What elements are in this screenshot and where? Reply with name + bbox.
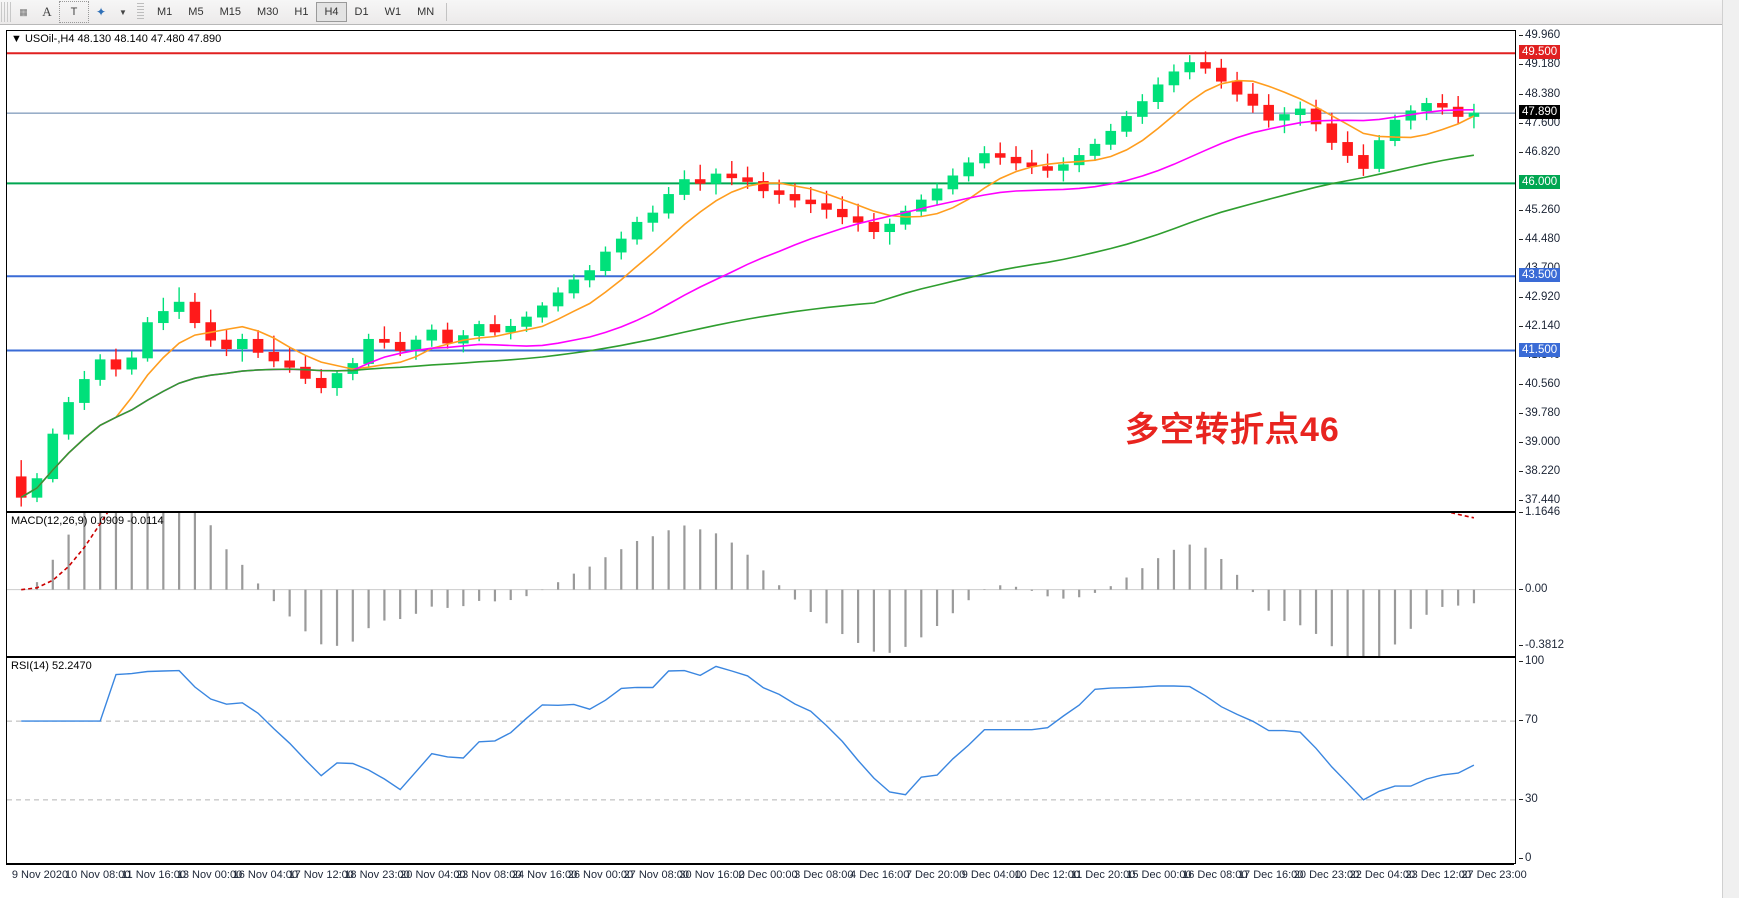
macd-pane[interactable]: MACD(12,26,9) 0.0909 -0.0114 xyxy=(6,512,1516,657)
price-tick: 40.560 xyxy=(1518,378,1561,391)
price-tag-resistance[interactable]: 49.500 xyxy=(1519,45,1561,60)
macd-label: MACD(12,26,9) 0.0909 -0.0114 xyxy=(11,515,164,527)
macd-tick: -0.3812 xyxy=(1518,639,1565,652)
price-tick: 47.600 xyxy=(1518,116,1561,129)
timeframe-m30[interactable]: M30 xyxy=(256,6,279,18)
timeframe-h1[interactable]: H1 xyxy=(294,6,309,18)
time-tick: 30 Nov 16:00 xyxy=(679,869,745,881)
price-tag-support[interactable]: 41.500 xyxy=(1519,342,1561,357)
rsi-axis: 100 70 30 0 xyxy=(1516,655,1576,864)
time-tick: 10 Dec 12:00 xyxy=(1014,869,1080,881)
timeframe-m5[interactable]: M5 xyxy=(188,6,204,18)
price-tick: 42.920 xyxy=(1518,290,1561,303)
time-tick: 7 Dec 20:00 xyxy=(905,869,966,881)
price-tag-support[interactable]: 43.500 xyxy=(1519,268,1561,283)
time-tick: 23 Nov 08:00 xyxy=(456,869,522,881)
symbol-info-label: ▼ USOil-,H4 48.130 48.140 47.480 47.890 xyxy=(11,33,221,45)
chevron-down-icon[interactable]: ▼ xyxy=(119,7,127,17)
price-tick: 42.140 xyxy=(1518,319,1561,332)
time-tick: 9 Dec 04:00 xyxy=(961,869,1022,881)
macd-canvas xyxy=(7,513,1515,656)
time-tick: 24 Nov 16:00 xyxy=(511,869,578,881)
price-tick: 44.480 xyxy=(1518,232,1561,245)
rsi-tick: 30 xyxy=(1519,792,1538,805)
time-tick: 16 Nov 04:00 xyxy=(232,869,299,881)
right-scroll-column[interactable] xyxy=(1722,0,1739,898)
time-axis[interactable]: 9 Nov 2020 10 Nov 08:00 11 Nov 16:00 13 Nov… xyxy=(6,864,1527,887)
macd-tick: 0.00 xyxy=(1518,582,1548,595)
time-tick: 10 Nov 08:00 xyxy=(65,869,131,881)
time-tick: 27 Dec 23:00 xyxy=(1461,869,1527,881)
timeframe-d1[interactable]: D1 xyxy=(354,6,369,18)
price-tag-pivot[interactable]: 46.000 xyxy=(1519,175,1561,190)
collapse-triangle-icon[interactable]: ▼ xyxy=(11,33,22,45)
time-tick: 23 Dec 12:00 xyxy=(1405,869,1471,881)
time-tick: 17 Dec 16:00 xyxy=(1237,869,1304,881)
toolbar-drag-handle-2[interactable] xyxy=(137,3,144,21)
time-tick: 15 Dec 00:00 xyxy=(1126,869,1192,881)
symbol-info-text: USOil-,H4 48.130 48.140 47.480 47.890 xyxy=(24,33,222,45)
time-tick: 18 Nov 23:00 xyxy=(344,869,410,881)
rsi-tick: 70 xyxy=(1519,714,1538,727)
time-tick: 2 Dec 00:00 xyxy=(738,869,798,881)
price-tick: 39.000 xyxy=(1518,436,1561,449)
time-tick: 11 Nov 16:00 xyxy=(121,869,186,881)
chart-annotation-text: 多空转折点46 xyxy=(1125,411,1340,449)
price-tick: 49.960 xyxy=(1518,29,1561,42)
time-tick: 13 Nov 00:00 xyxy=(176,869,243,881)
timeframe-m15[interactable]: M15 xyxy=(219,6,241,18)
crosshair-f-icon[interactable]: ▦ xyxy=(19,6,28,17)
time-tick: 9 Nov 2020 xyxy=(11,869,69,881)
toolbar-drag-handle[interactable] xyxy=(1,2,11,22)
time-tick: 27 Nov 08:00 xyxy=(623,869,689,881)
price-axis[interactable]: 49.960 49.180 48.380 47.600 46.820 45.260 44.4… xyxy=(1516,29,1576,510)
time-tick: 26 Nov 00:00 xyxy=(567,869,634,881)
timeframe-group: M1 M5 M15 M30 H1 H4 D1 W1 MN xyxy=(149,2,451,22)
axis-divider xyxy=(1515,30,1516,862)
time-tick: 11 Dec 20:00 xyxy=(1070,869,1136,881)
price-tick: 37.440 xyxy=(1518,494,1561,507)
time-tick: 4 Dec 16:00 xyxy=(850,869,910,881)
timeframe-mn[interactable]: MN xyxy=(417,6,435,18)
price-tick: 38.220 xyxy=(1518,465,1561,478)
timeframe-w1[interactable]: W1 xyxy=(384,6,402,18)
timeframe-h4[interactable]: H4 xyxy=(316,2,347,22)
time-tick: 22 Dec 04:00 xyxy=(1349,869,1416,881)
toolbar-separator xyxy=(446,3,448,21)
time-tick: 20 Nov 04:00 xyxy=(400,869,466,881)
price-chart-canvas xyxy=(7,51,1515,507)
objects-icon[interactable]: ✦ xyxy=(95,5,107,19)
price-tag-last-price[interactable]: 47.890 xyxy=(1519,105,1561,120)
time-tick: 3 Dec 08:00 xyxy=(794,869,854,881)
price-tick: 46.820 xyxy=(1518,145,1561,158)
price-chart-pane[interactable]: ▼ USOil-,H4 48.130 48.140 47.480 47.890 xyxy=(6,30,1516,512)
rsi-label: RSI(14) 52.2470 xyxy=(11,660,92,672)
price-tick: 48.380 xyxy=(1518,87,1561,100)
price-tick: 49.180 xyxy=(1518,58,1561,71)
timeframe-m1[interactable]: M1 xyxy=(157,6,173,18)
time-tick: 17 Nov 12:00 xyxy=(288,869,354,881)
rsi-tick: 0 xyxy=(1518,852,1532,864)
macd-tick: 1.1646 xyxy=(1518,506,1561,518)
macd-axis: 1.1646 0.00 -0.3812 xyxy=(1516,506,1576,655)
price-tick: 45.260 xyxy=(1518,203,1561,216)
text-box-t-icon[interactable]: T xyxy=(59,1,89,23)
rsi-canvas xyxy=(7,665,1515,801)
rsi-tick: 100 xyxy=(1518,655,1545,667)
text-a-icon[interactable]: A xyxy=(42,4,52,19)
time-tick: 16 Dec 08:00 xyxy=(1182,869,1248,881)
main-toolbar: ▦ A T ✦ ▼ M1 M5 M15 M30 H1 H4 D1 W1 MN xyxy=(0,0,1739,25)
price-tick: 39.780 xyxy=(1518,407,1561,420)
time-tick: 20 Dec 23:00 xyxy=(1293,869,1360,881)
rsi-pane[interactable]: RSI(14) 52.2470 xyxy=(6,657,1516,864)
